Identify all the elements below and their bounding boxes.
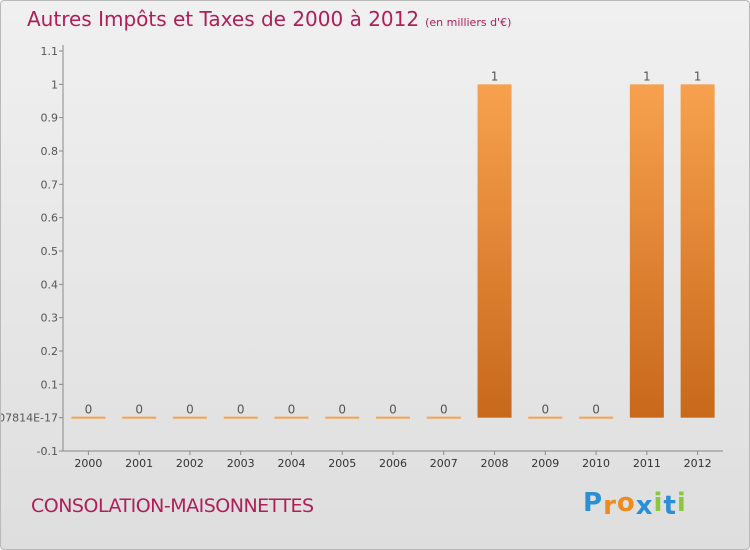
y-tick-label: 0.3 <box>41 312 59 325</box>
y-tick-label: 1 <box>51 78 58 91</box>
bar <box>223 416 258 419</box>
y-tick-label: 0.9 <box>41 112 59 125</box>
data-label: 0 <box>338 403 346 417</box>
data-label: 1 <box>694 69 702 83</box>
x-tick-label: 2000 <box>74 457 102 470</box>
x-tick-label: 2008 <box>481 457 509 470</box>
y-tick-label: -2.7807814E-17 <box>1 412 58 425</box>
place-name: CONSOLATION-MAISONNETTES <box>31 495 314 517</box>
y-tick-label: 0.7 <box>41 178 59 191</box>
x-tick-label: 2001 <box>125 457 153 470</box>
y-tick-label: 0.6 <box>41 212 59 225</box>
x-tick-label: 2002 <box>176 457 204 470</box>
y-tick-label: 0.5 <box>41 245 59 258</box>
x-tick-label: 2005 <box>328 457 356 470</box>
y-tick-label: 0.2 <box>41 345 59 358</box>
bar <box>172 416 207 419</box>
bar <box>629 84 664 418</box>
bar <box>274 416 309 419</box>
bar <box>376 416 410 419</box>
x-tick-label: 2006 <box>379 457 407 470</box>
x-tick-label: 2009 <box>531 457 559 470</box>
brand-letter: r <box>603 491 617 521</box>
bar <box>325 416 360 419</box>
brand-letter: t <box>663 491 677 521</box>
bar <box>579 416 614 419</box>
brand-letter: P <box>583 488 604 518</box>
data-label: 0 <box>85 403 93 417</box>
bar <box>426 416 461 419</box>
data-label: 0 <box>541 403 549 417</box>
bar <box>122 416 157 419</box>
bar <box>71 416 106 419</box>
data-label: 0 <box>288 403 296 417</box>
data-label: 0 <box>135 403 143 417</box>
brand-letter: o <box>616 488 636 518</box>
x-tick-label: 2007 <box>430 457 458 470</box>
y-tick-label: 0.1 <box>41 378 59 391</box>
x-tick-label: 2010 <box>582 457 610 470</box>
data-label: 1 <box>491 69 499 83</box>
x-tick-label: 2004 <box>277 457 305 470</box>
y-tick-label: 1.1 <box>41 45 59 58</box>
bar <box>528 416 563 419</box>
x-tick-label: 2012 <box>684 457 712 470</box>
bar <box>680 84 715 418</box>
x-tick-label: 2011 <box>633 457 661 470</box>
bar <box>477 84 512 418</box>
brand-letter: x <box>635 491 654 521</box>
data-label: 0 <box>592 403 600 417</box>
x-tick-label: 2003 <box>227 457 255 470</box>
brand-letter: i <box>653 488 664 518</box>
unit-note: (en milliers d'€) <box>425 16 512 29</box>
data-label: 0 <box>186 403 194 417</box>
y-tick-label: -0.1 <box>37 445 58 458</box>
chart-title-text: Autres Impôts et Taxes de 2000 à 2012 <box>27 7 420 31</box>
brand-logo: Proxiti <box>583 488 687 521</box>
data-label: 0 <box>389 403 397 417</box>
data-label: 0 <box>237 403 245 417</box>
y-tick-label: 0.4 <box>41 278 59 291</box>
data-label: 0 <box>440 403 448 417</box>
chart-title: Autres Impôts et Taxes de 2000 à 2012 (en… <box>27 7 511 31</box>
brand-letter: i <box>676 488 687 518</box>
y-tick-label: 0.8 <box>41 145 59 158</box>
data-label: 1 <box>643 69 651 83</box>
